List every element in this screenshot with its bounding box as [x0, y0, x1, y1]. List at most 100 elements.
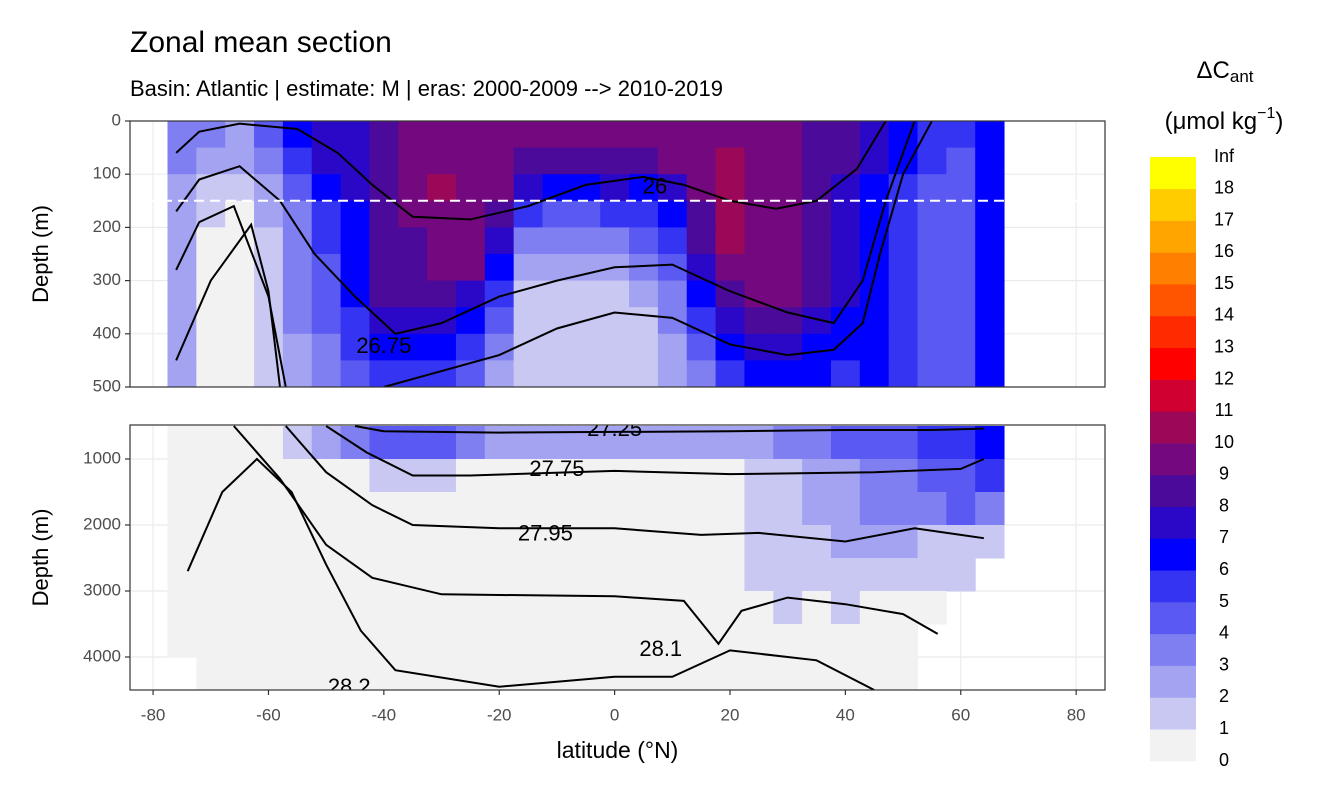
field-cell [773, 227, 803, 255]
x-tick-label: 40 [836, 705, 855, 724]
field-cell [427, 524, 457, 559]
legend-swatch [1150, 697, 1196, 730]
field-cell [917, 425, 947, 460]
field-cell [167, 280, 197, 308]
y-tick-label: 400 [93, 323, 121, 342]
field-cell [715, 254, 745, 282]
x-axis-label: latitude (°N) [557, 737, 679, 763]
field-cell [975, 121, 1005, 149]
contour-line [325, 425, 985, 477]
field-cell [196, 623, 226, 658]
field-cell [225, 280, 255, 308]
field-cell [975, 333, 1005, 361]
field-cell [802, 280, 832, 308]
field-cell [455, 174, 486, 202]
field-cell [629, 200, 659, 228]
field-cell [773, 333, 803, 361]
field-cell [888, 360, 918, 387]
field-cell [571, 360, 601, 387]
x-tick-label: 0 [610, 705, 619, 724]
field-cell [167, 360, 197, 387]
field-cell [571, 227, 601, 255]
field-cell [282, 254, 313, 282]
field-cell [254, 491, 284, 526]
field-cell [571, 524, 601, 559]
field-cell [513, 623, 543, 658]
legend-label: 16 [1214, 241, 1234, 261]
field-cell [513, 200, 543, 228]
y-tick-label: 100 [93, 164, 121, 183]
field-cell [340, 524, 370, 559]
field-cell [657, 174, 688, 202]
field-cell [542, 656, 572, 690]
contour-label: 28.1 [639, 636, 682, 661]
field-cell [225, 656, 255, 690]
field-cell [888, 491, 918, 526]
field-cell [657, 147, 688, 175]
legend-label: 8 [1219, 495, 1229, 515]
field-cell [513, 491, 543, 526]
field-cell [513, 360, 543, 387]
contour-line [175, 222, 281, 387]
legend-label: 0 [1219, 750, 1229, 770]
field-cell [830, 200, 861, 228]
field-cell [946, 557, 976, 592]
field-cell [311, 307, 342, 335]
field-cell [513, 147, 543, 175]
field-cell [398, 280, 428, 308]
field-cell [686, 623, 717, 658]
field-cell [225, 254, 255, 282]
field-cell [369, 254, 399, 282]
field-cell [657, 360, 688, 387]
field-cell [340, 425, 370, 460]
legend-swatch [1150, 633, 1196, 666]
field-cell [311, 491, 342, 526]
field-cell [542, 227, 572, 255]
field-cell [225, 590, 255, 625]
field-cell [542, 524, 572, 559]
field-cell [542, 121, 572, 149]
field-cell [657, 200, 688, 228]
contour-label: 27.95 [518, 521, 573, 546]
field-cell [369, 524, 399, 559]
field-cell [686, 200, 717, 228]
field-cell [657, 590, 688, 625]
field-cell [686, 307, 717, 335]
field-cell [311, 200, 342, 228]
field-cell [340, 491, 370, 526]
field-cell [975, 280, 1005, 308]
legend-swatch [1150, 570, 1196, 603]
field-cell [715, 333, 745, 361]
y-tick-label: 4000 [83, 646, 121, 665]
field-cell [830, 227, 861, 255]
y-axis-label: Depth (m) [28, 205, 53, 303]
field-cell [975, 307, 1005, 335]
field-cell [802, 656, 832, 690]
field-cell [917, 333, 947, 361]
field-cell [917, 307, 947, 335]
field-cell [513, 557, 543, 592]
field-cell [657, 280, 688, 308]
field-cell [830, 360, 861, 387]
field-cell [715, 656, 745, 690]
field-cell [427, 227, 457, 255]
field-cell [715, 307, 745, 335]
legend-label: 17 [1214, 209, 1234, 229]
field-cell [629, 491, 659, 526]
legend-swatch [1150, 474, 1196, 507]
field-cell [196, 307, 226, 335]
field-cell [513, 458, 543, 493]
field-cell [167, 147, 197, 175]
field-cell [859, 491, 890, 526]
field-cell [484, 524, 515, 559]
contour-label: 28.2 [328, 674, 371, 699]
field-cell [196, 425, 226, 460]
legend-swatch [1150, 443, 1196, 476]
field-cell [398, 590, 428, 625]
field-cell [802, 557, 832, 592]
field-cell [340, 623, 370, 658]
field-cell [311, 360, 342, 387]
field-cell [282, 524, 313, 559]
field-cell [802, 524, 832, 559]
field-cell [715, 590, 745, 625]
